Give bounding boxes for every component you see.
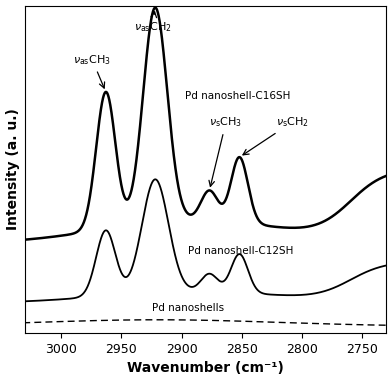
Y-axis label: Intensity (a. u.): Intensity (a. u.) xyxy=(5,109,20,230)
Text: $\nu_{\rm s}$CH$_3$: $\nu_{\rm s}$CH$_3$ xyxy=(209,115,242,186)
Text: $\nu_{\rm as}$CH$_2$: $\nu_{\rm as}$CH$_2$ xyxy=(134,12,171,34)
Text: $\nu_{\rm s}$CH$_2$: $\nu_{\rm s}$CH$_2$ xyxy=(243,115,309,155)
Text: $\nu_{\rm as}$CH$_3$: $\nu_{\rm as}$CH$_3$ xyxy=(73,53,111,88)
Text: Pd nanoshell-C12SH: Pd nanoshell-C12SH xyxy=(188,246,293,256)
X-axis label: Wavenumber (cm⁻¹): Wavenumber (cm⁻¹) xyxy=(127,362,284,375)
Text: Pd nanoshells: Pd nanoshells xyxy=(152,303,224,313)
Text: Pd nanoshell-C16SH: Pd nanoshell-C16SH xyxy=(185,91,291,101)
